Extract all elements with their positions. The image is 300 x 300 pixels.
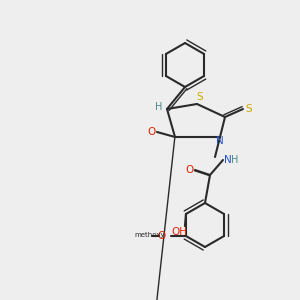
Text: H: H	[155, 102, 163, 112]
Text: H: H	[231, 155, 239, 165]
Text: N: N	[216, 136, 224, 146]
Text: O: O	[158, 231, 166, 241]
Text: N: N	[224, 155, 232, 165]
Text: S: S	[246, 104, 252, 114]
Text: O: O	[147, 127, 155, 137]
Text: S: S	[197, 92, 203, 102]
Text: O: O	[185, 165, 193, 175]
Text: OH: OH	[171, 227, 187, 237]
Text: methoxy: methoxy	[135, 232, 165, 238]
